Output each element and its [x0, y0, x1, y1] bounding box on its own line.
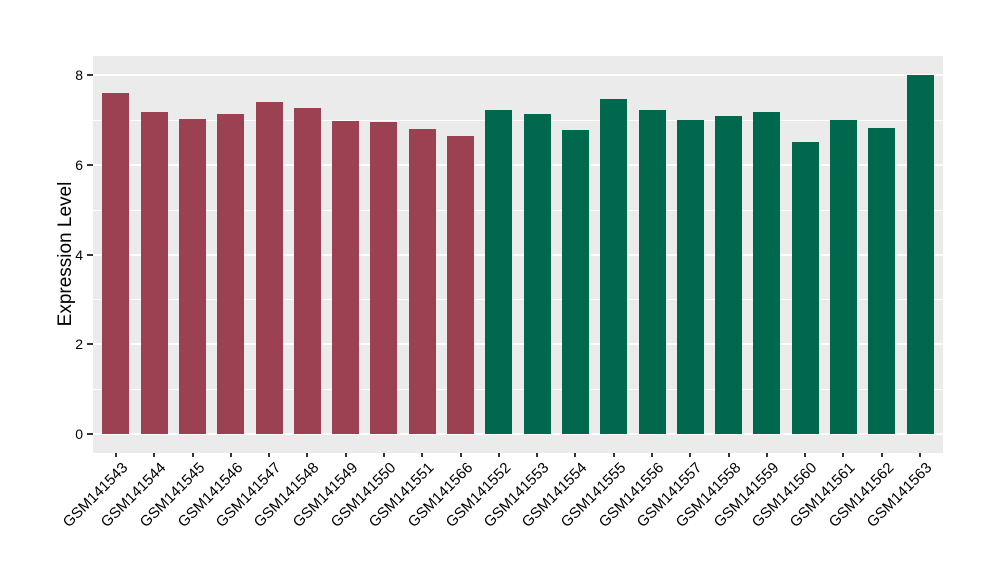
x-tick-mark [153, 453, 156, 457]
bar-GSM141561 [829, 119, 857, 434]
x-tick-mark [497, 453, 500, 457]
x-tick-mark [536, 453, 539, 457]
y-tick-label: 8 [75, 67, 83, 83]
x-tick-mark [421, 453, 424, 457]
gridline-minor [93, 299, 943, 301]
x-tick-mark [229, 453, 232, 457]
y-tick-mark [87, 343, 93, 346]
bar-GSM141566 [447, 136, 475, 434]
y-tick-mark [87, 433, 93, 435]
x-tick-mark [268, 453, 271, 457]
gridline-major [93, 74, 943, 76]
y-tick-label: 0 [75, 426, 83, 442]
bar-GSM141562 [868, 127, 896, 434]
x-tick-mark [612, 453, 615, 457]
x-tick-mark [114, 453, 117, 457]
x-tick-mark [727, 453, 730, 457]
bar-GSM141553 [523, 114, 551, 434]
y-tick-label: 6 [75, 156, 83, 173]
x-tick-mark [842, 453, 845, 457]
gridline-major [93, 253, 943, 256]
bar-GSM141557 [676, 119, 704, 434]
x-tick-mark [574, 453, 577, 457]
x-tick-mark [306, 453, 309, 457]
y-tick-mark [87, 253, 93, 256]
y-tick-label: 4 [75, 246, 83, 263]
gridline-major [93, 163, 943, 166]
bar-GSM141543 [102, 92, 130, 434]
x-tick-mark [689, 453, 692, 457]
bar-GSM141544 [140, 112, 168, 434]
bar-GSM141556 [638, 110, 666, 434]
bar-GSM141546 [217, 114, 245, 434]
bar-GSM141548 [293, 108, 321, 434]
bar-GSM141545 [179, 118, 207, 434]
gridline-minor [93, 389, 943, 391]
x-tick-mark [651, 453, 653, 457]
y-tick-label: 2 [75, 336, 83, 353]
bar-GSM141555 [600, 99, 628, 434]
y-tick-mark [87, 163, 93, 166]
bar-GSM141549 [332, 120, 360, 434]
bar-GSM141551 [408, 129, 436, 434]
x-tick-mark [880, 453, 883, 457]
y-tick-mark [87, 74, 93, 76]
bar-GSM141547 [255, 102, 283, 434]
x-tick-mark [459, 453, 462, 457]
gridline-major [93, 433, 943, 435]
x-tick-mark [919, 453, 922, 457]
plot-panel [93, 56, 943, 453]
bar-GSM141554 [561, 129, 589, 434]
bar-GSM141550 [370, 121, 398, 434]
gridline-minor [93, 119, 943, 121]
bar-GSM141563 [906, 75, 934, 434]
bar-GSM141558 [715, 115, 743, 434]
x-tick-mark [765, 453, 768, 457]
gridline-minor [93, 209, 943, 211]
x-tick-mark [804, 453, 807, 457]
bar-GSM141559 [753, 112, 781, 434]
x-tick-mark [344, 453, 347, 457]
x-tick-mark [382, 453, 385, 457]
bar-GSM141560 [791, 141, 819, 434]
x-tick-mark [191, 453, 194, 457]
gridline-major [93, 343, 943, 346]
bar-GSM141552 [485, 109, 513, 434]
